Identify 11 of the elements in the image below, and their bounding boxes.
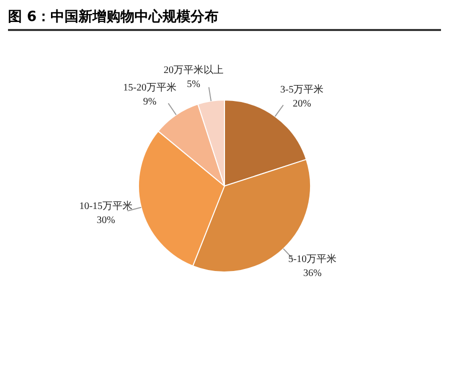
slice-label: 20万平米以上 (164, 64, 224, 76)
data-label: 9% (143, 96, 156, 108)
chart-title: 图 6：中国新增购物中心规模分布 (8, 8, 441, 31)
slice-label: 15-20万平米 (123, 82, 176, 94)
data-label: 20% (292, 98, 312, 110)
data-label: 5% (186, 78, 200, 90)
slice-label: 3-5万平米 (280, 84, 324, 96)
slice-label: 10-15万平米 (79, 200, 133, 212)
slice-label: 5-10万平米 (288, 252, 337, 265)
data-label: 30% (96, 214, 116, 226)
data-label: 36% (303, 268, 322, 279)
